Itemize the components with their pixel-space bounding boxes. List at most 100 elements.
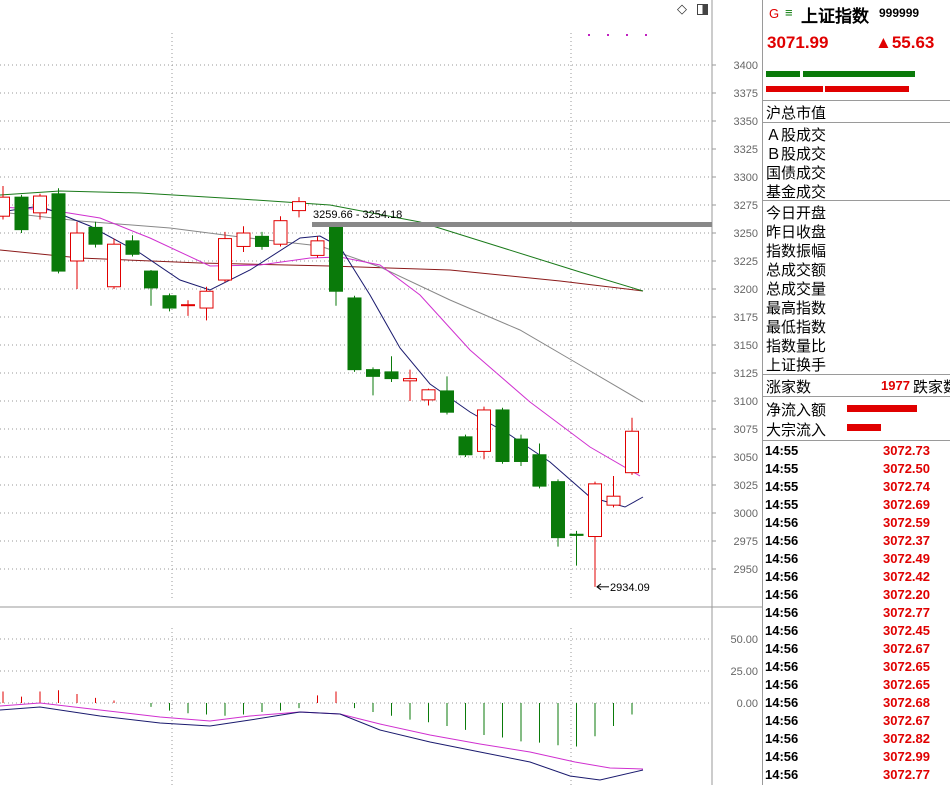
candle-body	[310, 240, 325, 256]
buy-sell-bar-red	[766, 86, 823, 92]
candle-body	[144, 270, 158, 289]
candle-body	[384, 371, 399, 380]
trade-time: 14:56	[765, 605, 799, 620]
label-turnover-volume: 总成交量	[766, 280, 827, 298]
candle	[347, 295, 362, 372]
range-annotation: 3259.66 - 3254.18	[313, 209, 402, 221]
candle	[144, 269, 158, 306]
low-annotation: 2934.09	[610, 582, 650, 594]
candle-body	[366, 369, 380, 377]
candle-body	[403, 378, 417, 382]
trade-row: 14:56 3072.65	[765, 659, 930, 674]
candle	[162, 293, 177, 312]
candle	[33, 193, 47, 220]
candle-body	[218, 238, 232, 281]
trade-row: 14:56 3072.67	[765, 713, 930, 728]
marker-dot	[645, 34, 647, 36]
trade-row: 14:56 3072.67	[765, 641, 930, 656]
trade-time: 14:56	[765, 623, 799, 638]
label-amplitude: 指数振幅	[766, 242, 827, 260]
trade-row: 14:56 3072.99	[765, 749, 930, 764]
candle-body	[588, 483, 602, 538]
candle-body	[440, 390, 454, 413]
label-turnover-amount: 总成交额	[766, 261, 827, 279]
trade-row: 14:56 3072.42	[765, 569, 930, 584]
candle-body	[458, 436, 473, 456]
g-icon[interactable]: G	[769, 6, 780, 21]
kline-chart[interactable]: 3400 3375 3350 3325 3300 3275 3250 3225 3200 3175…	[0, 0, 762, 785]
label-high: 最高指数	[766, 299, 827, 317]
candle-body	[33, 195, 47, 214]
trade-price: 3072.42	[883, 569, 930, 584]
candle	[14, 194, 29, 233]
candle	[606, 476, 621, 508]
label-prev-close: 昨日收盘	[766, 223, 827, 241]
ma-long-dark-red	[0, 249, 644, 292]
trade-row: 14:56 3072.20	[765, 587, 930, 602]
trade-price: 3072.50	[883, 461, 930, 476]
trade-time: 14:56	[765, 731, 799, 746]
trade-price: 3072.69	[883, 497, 930, 512]
candle	[51, 188, 66, 274]
candle	[625, 417, 639, 475]
trade-row: 14:56 3072.45	[765, 623, 930, 638]
block-inflow-bar	[847, 424, 881, 431]
trade-row: 14:56 3072.59	[765, 515, 930, 530]
trade-row: 14:55 3072.74	[765, 479, 930, 494]
price-tick-label: 3400	[734, 60, 758, 72]
trade-time: 14:56	[765, 659, 799, 674]
candle-body	[551, 481, 565, 539]
marker-dot	[607, 34, 609, 36]
trade-price: 3072.49	[883, 551, 930, 566]
trade-time: 14:56	[765, 695, 799, 710]
ma-magenta	[0, 206, 641, 477]
quote-header: G ≡ 上证指数 999999 3071.99 ▲55.63	[763, 0, 950, 60]
label-b-share: Ｂ股成交	[766, 145, 827, 163]
label-open: 今日开盘	[766, 204, 827, 222]
trade-row: 14:55 3072.69	[765, 497, 930, 512]
price-tick-label: 3000	[734, 508, 758, 520]
label-a-share: Ａ股成交	[766, 126, 827, 144]
candle	[218, 231, 232, 283]
candle-body	[88, 226, 103, 245]
range-band	[312, 222, 712, 227]
candle	[273, 216, 288, 247]
candle-body	[347, 297, 362, 371]
trade-price: 3072.67	[883, 713, 930, 728]
trade-price: 3072.68	[883, 695, 930, 710]
trade-time: 14:56	[765, 749, 799, 764]
candle-body	[329, 226, 343, 292]
trade-price: 3072.73	[883, 443, 930, 458]
candle-body	[625, 430, 639, 474]
candle-body	[199, 290, 214, 309]
candle	[477, 406, 491, 460]
candle	[551, 479, 565, 547]
buy-sell-bar-red-2	[825, 86, 909, 92]
low-arrow-head	[596, 583, 602, 591]
candle-body	[125, 240, 140, 255]
price-tick-label: 3350	[734, 116, 758, 128]
candle	[569, 530, 584, 566]
price-tick-label: 3050	[734, 452, 758, 464]
index-code: 999999	[879, 6, 920, 20]
trade-price: 3072.45	[883, 623, 930, 638]
candle-body	[606, 495, 621, 506]
candle	[70, 221, 84, 289]
trade-time: 14:56	[765, 515, 799, 530]
indicator-tick-label: 0.00	[737, 698, 758, 710]
panel-toggle-icon[interactable]	[697, 4, 708, 15]
candle	[292, 197, 306, 218]
candle	[384, 356, 399, 382]
candle	[329, 225, 343, 306]
diamond-icon[interactable]: ◇	[677, 1, 687, 16]
trade-time: 14:55	[765, 497, 799, 512]
ma-green	[0, 190, 644, 292]
price-tick-label: 2950	[734, 564, 758, 576]
current-price: 3071.99	[767, 33, 829, 52]
candle	[0, 185, 10, 220]
chart-canvas[interactable]: 3400 3375 3350 3325 3300 3275 3250 3225 3200 3175…	[0, 0, 762, 785]
candle	[440, 376, 454, 415]
menu-icon[interactable]: ≡	[785, 5, 793, 20]
marker-dot	[626, 34, 628, 36]
price-tick-label: 3325	[734, 144, 758, 156]
